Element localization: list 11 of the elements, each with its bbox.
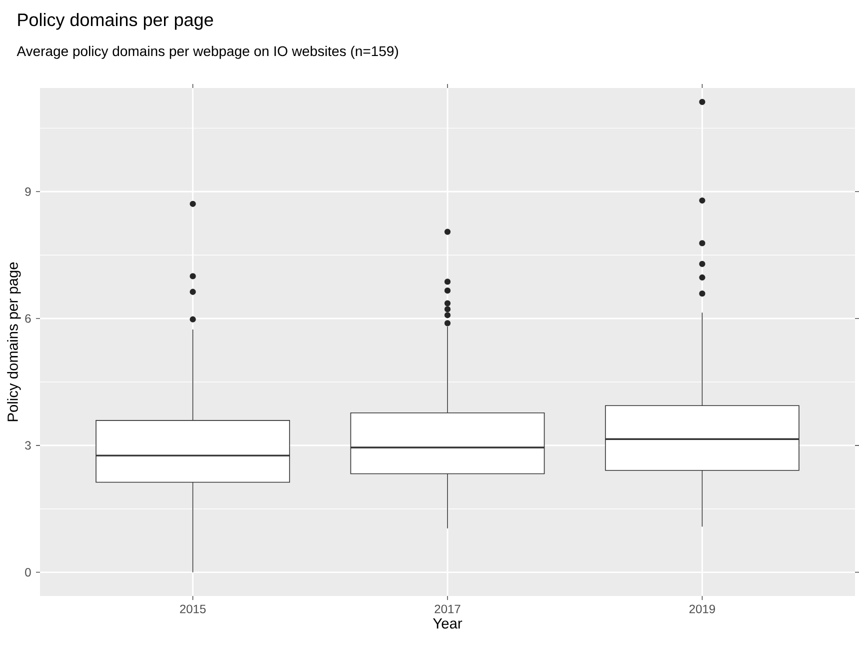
chart-title: Policy domains per page: [18, 12, 213, 30]
y-tick-label: 0: [25, 568, 31, 577]
x-tick-label: 2017: [434, 604, 460, 614]
y-axis-title: Policy domains per page: [7, 262, 21, 422]
x-tick-label: 2015: [180, 604, 206, 614]
x-axis-title: Year: [433, 618, 462, 629]
y-tick-label: 3: [25, 441, 31, 450]
y-tick-label: 6: [25, 314, 31, 323]
y-tick-label: 9: [25, 187, 31, 196]
chart-subtitle: Average policy domains per webpage on IO websites (n=159): [16, 46, 398, 59]
x-tick-label: 2019: [689, 604, 715, 614]
